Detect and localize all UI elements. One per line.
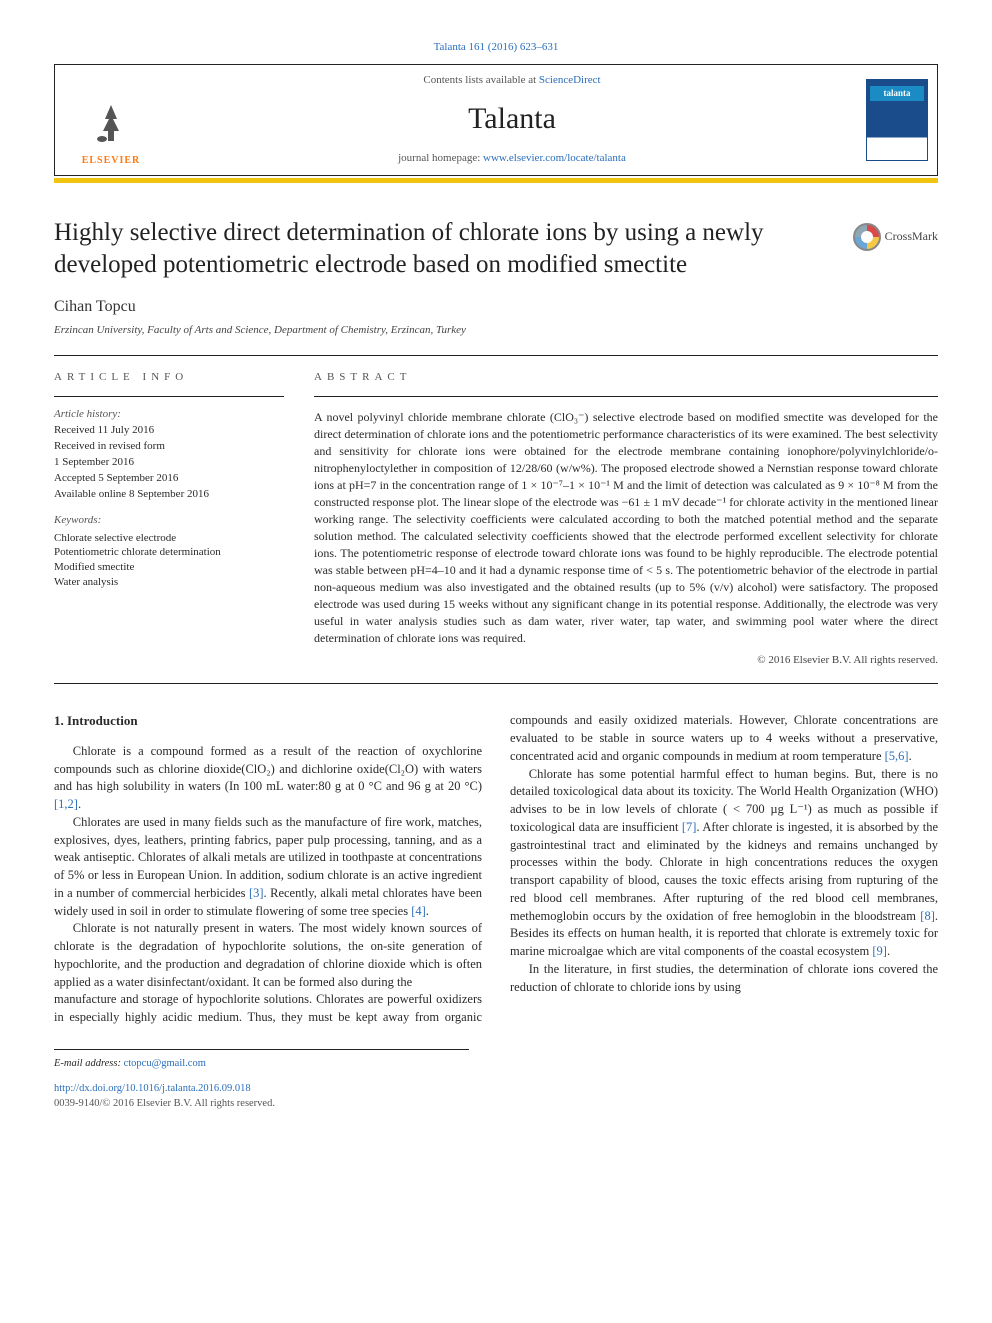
history-line: Available online 8 September 2016 — [54, 487, 284, 503]
keyword: Potentiometric chlorate determination — [54, 545, 284, 560]
abstract-copyright: © 2016 Elsevier B.V. All rights reserved… — [314, 653, 938, 669]
body-paragraph: In the literature, in first studies, the… — [510, 961, 938, 997]
citation-link[interactable]: [1,2] — [54, 797, 78, 811]
elsevier-tree-icon — [91, 101, 131, 152]
abstract-text: A novel polyvinyl chloride membrane chlo… — [314, 409, 938, 647]
running-header: Talanta 161 (2016) 623–631 — [54, 40, 938, 56]
sciencedirect-link[interactable]: ScienceDirect — [539, 74, 601, 86]
body-paragraph: Chlorate has some potential harmful effe… — [510, 766, 938, 961]
history-line: Accepted 5 September 2016 — [54, 471, 284, 487]
abstract-label: ABSTRACT — [314, 370, 938, 386]
publisher-block: ELSEVIER — [55, 65, 167, 175]
contents-prefix: Contents lists available at — [423, 74, 538, 86]
text-run: . After chlorate is ingested, it is abso… — [510, 820, 938, 923]
text-run: Chlorate is not naturally present in wat… — [54, 921, 482, 988]
crossmark-badge[interactable]: CrossMark — [853, 223, 938, 251]
journal-title: Talanta — [468, 97, 556, 141]
author-name: Cihan Topcu — [54, 295, 938, 318]
body-paragraph: Chlorate is not naturally present in wat… — [54, 920, 482, 991]
abstract-column: ABSTRACT A novel polyvinyl chloride memb… — [314, 356, 938, 669]
crossmark-icon — [853, 223, 881, 251]
journal-cover-block: talanta — [857, 65, 937, 175]
citation-link[interactable]: [3] — [249, 886, 264, 900]
text-run: . — [426, 904, 429, 918]
keyword: Chlorate selective electrode — [54, 531, 284, 546]
article-info-label: ARTICLE INFO — [54, 370, 284, 386]
contents-line: Contents lists available at ScienceDirec… — [423, 73, 600, 89]
text-run: . — [78, 797, 81, 811]
citation-link[interactable]: [5,6] — [885, 749, 909, 763]
article-history: Article history: Received 11 July 2016 R… — [54, 407, 284, 503]
section-heading-introduction: 1. Introduction — [54, 712, 482, 730]
doi-link[interactable]: http://dx.doi.org/10.1016/j.talanta.2016… — [54, 1081, 251, 1096]
text-run: In the literature, in first studies, the… — [510, 962, 938, 994]
footer-block: E-mail address: ctopcu@gmail.com http://… — [54, 1049, 469, 1112]
keyword: Water analysis — [54, 575, 284, 590]
journal-header-box: ELSEVIER Contents lists available at Sci… — [54, 64, 938, 176]
journal-cover-icon: talanta — [866, 79, 928, 161]
history-line: Received in revised form — [54, 439, 284, 455]
journal-reference[interactable]: Talanta 161 (2016) 623–631 — [434, 41, 559, 53]
body-text: 1. Introduction Chlorate is a compound f… — [54, 712, 938, 1026]
text-run: . — [887, 944, 890, 958]
email-link[interactable]: ctopcu@gmail.com — [124, 1058, 206, 1069]
author-affiliation: Erzincan University, Faculty of Arts and… — [54, 323, 938, 339]
publisher-name: ELSEVIER — [82, 154, 141, 169]
citation-link[interactable]: [8] — [920, 909, 935, 923]
keywords-label: Keywords: — [54, 513, 284, 529]
article-info-column: ARTICLE INFO Article history: Received 1… — [54, 356, 284, 669]
text-run: . — [909, 749, 912, 763]
crossmark-label: CrossMark — [885, 228, 938, 245]
keywords-block: Keywords: Chlorate selective electrode P… — [54, 513, 284, 590]
email-label: E-mail address: — [54, 1058, 124, 1069]
citation-link[interactable]: [7] — [682, 820, 697, 834]
citation-link[interactable]: [9] — [872, 944, 887, 958]
accent-bar — [54, 178, 938, 183]
body-paragraph: Chlorate is a compound formed as a resul… — [54, 743, 482, 814]
article-title: Highly selective direct determination of… — [54, 217, 835, 281]
body-paragraph: Chlorates are used in many fields such a… — [54, 814, 482, 921]
corresponding-email: E-mail address: ctopcu@gmail.com — [54, 1056, 469, 1071]
homepage-prefix: journal homepage: — [398, 152, 483, 164]
cover-label: talanta — [870, 86, 924, 101]
text-run: Chlorate is a compound formed as a resul… — [54, 744, 482, 794]
journal-homepage-link[interactable]: www.elsevier.com/locate/talanta — [483, 152, 626, 164]
history-line: Received 11 July 2016 — [54, 423, 284, 439]
history-line: 1 September 2016 — [54, 455, 284, 471]
header-center: Contents lists available at ScienceDirec… — [167, 65, 857, 175]
citation-link[interactable]: [4] — [411, 904, 426, 918]
history-label: Article history: — [54, 407, 284, 423]
issn-copyright: 0039-9140/© 2016 Elsevier B.V. All right… — [54, 1096, 469, 1111]
keyword: Modified smectite — [54, 560, 284, 575]
homepage-line: journal homepage: www.elsevier.com/locat… — [398, 151, 626, 167]
